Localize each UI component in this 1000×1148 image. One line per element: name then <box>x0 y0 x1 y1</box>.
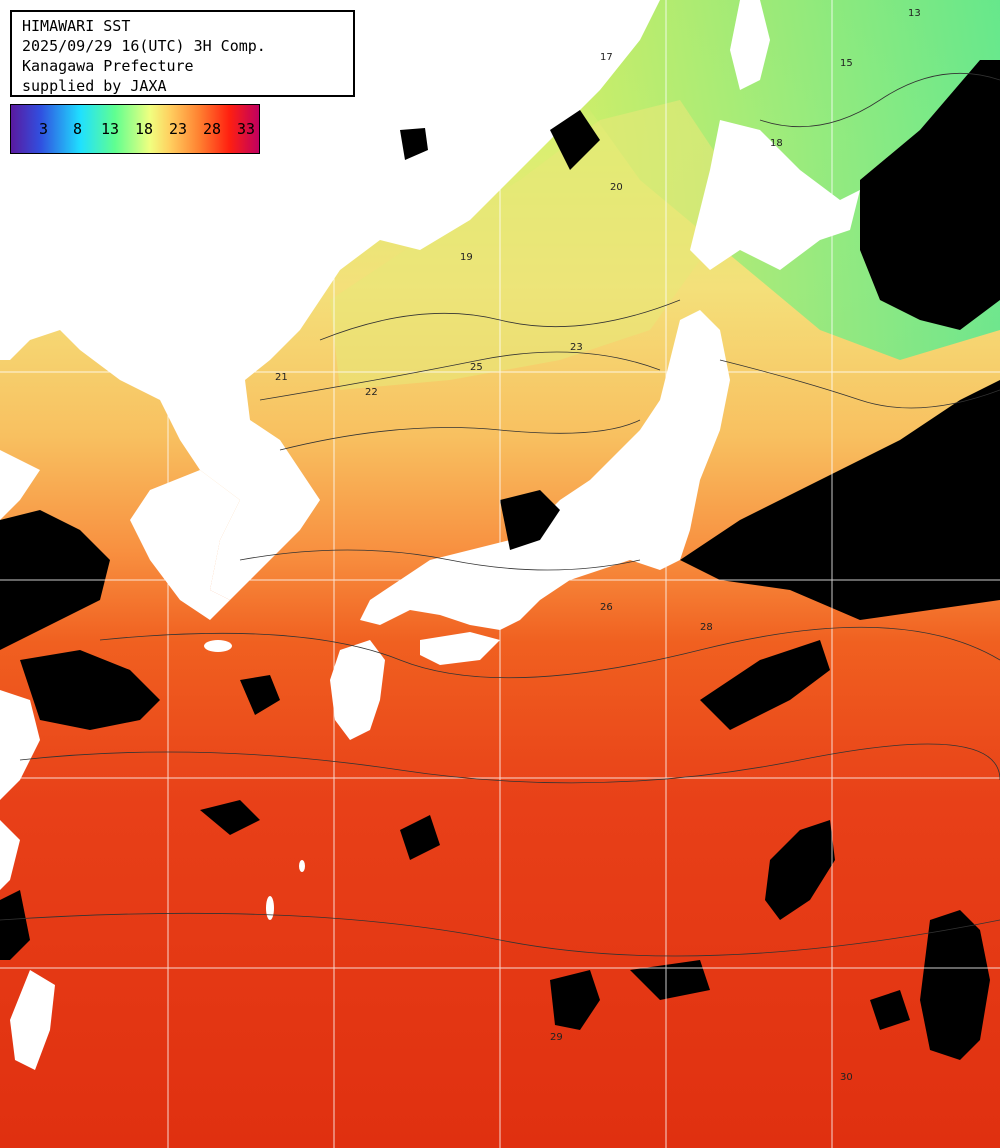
land-korea <box>130 470 240 620</box>
contour-label: 22 <box>365 387 378 398</box>
cloud-east-large <box>680 380 1000 620</box>
legend-tick: 33 <box>237 120 256 138</box>
contour-label: 17 <box>600 52 613 63</box>
legend-tick: 18 <box>135 120 154 138</box>
land-island-small <box>299 860 305 872</box>
contour-label: 28 <box>700 622 713 633</box>
cloud-northeast <box>860 60 1000 330</box>
land-hokkaido <box>690 120 860 270</box>
contour-label: 30 <box>840 1072 853 1083</box>
legend-labels: 3 8 13 18 23 28 33 <box>11 105 259 153</box>
cloud-taiwan-west <box>0 890 30 960</box>
land-jeju <box>204 640 232 652</box>
contour-labels: 13 15 17 18 19 20 21 22 23 25 26 28 29 3… <box>275 8 921 1083</box>
title-line-3: Kanagawa Prefecture <box>22 57 194 75</box>
color-scale-bar <box>11 105 259 153</box>
japan-sea-band <box>330 100 720 390</box>
cloud-masks <box>0 60 1000 1060</box>
cloud-south-1 <box>200 800 260 835</box>
contour-label: 25 <box>470 362 483 373</box>
title-line-2: 2025/09/29 16(UTC) 3H Comp. <box>22 37 266 55</box>
contour-label: 19 <box>460 252 473 263</box>
cloud-pacific-4 <box>550 970 600 1030</box>
contours <box>0 72 1000 957</box>
land-shikoku <box>420 632 500 665</box>
contour-label: 23 <box>570 342 583 353</box>
contour-label: 20 <box>610 182 623 193</box>
cloud-north-strip <box>550 110 600 170</box>
land-ulleung <box>485 596 495 604</box>
cloud-pacific-6 <box>870 990 910 1030</box>
land-taiwan <box>10 970 55 1070</box>
legend-tick: 13 <box>101 120 120 138</box>
cloud-pacific-5 <box>630 960 710 1000</box>
title-line-4: supplied by JAXA <box>22 77 167 95</box>
cloud-pacific-2 <box>765 820 835 920</box>
contour-label: 15 <box>840 58 853 69</box>
color-scale-legend: 3 8 13 18 23 28 33 <box>10 104 260 154</box>
land-honshu <box>360 310 730 630</box>
contour-label: 26 <box>600 602 613 613</box>
legend-tick: 3 <box>39 120 49 138</box>
cloud-pacific-1 <box>700 640 830 730</box>
contour-label: 29 <box>550 1032 563 1043</box>
land-sakhalin <box>730 0 770 90</box>
contour-label: 13 <box>908 8 921 19</box>
cloud-small-island <box>400 128 428 160</box>
cloud-south-2 <box>400 815 440 860</box>
cloud-kyushu-south <box>240 675 280 715</box>
title-line-1: HIMAWARI SST <box>22 17 131 35</box>
legend-tick: 23 <box>169 120 188 138</box>
land-kyushu <box>330 640 385 740</box>
title-box: HIMAWARI SST 2025/09/29 16(UTC) 3H Comp.… <box>10 10 355 97</box>
land-okinawa <box>266 896 274 920</box>
legend-tick: 8 <box>73 120 83 138</box>
cloud-honshu-south <box>500 490 560 550</box>
legend-tick: 28 <box>203 120 222 138</box>
land-china-coast <box>0 450 40 890</box>
cloud-west-2 <box>20 650 160 730</box>
cloud-pacific-3 <box>920 910 990 1060</box>
contour-label: 21 <box>275 372 288 383</box>
contour-label: 18 <box>770 138 783 149</box>
